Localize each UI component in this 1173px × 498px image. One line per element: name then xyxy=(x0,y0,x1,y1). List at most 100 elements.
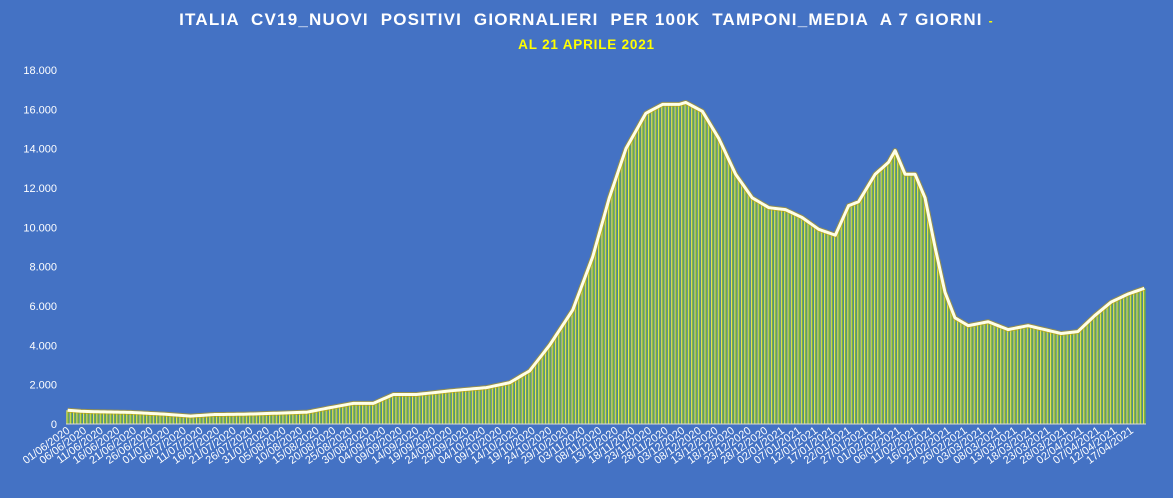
bar xyxy=(245,414,249,424)
bar-highlight xyxy=(471,388,473,424)
bar-highlight xyxy=(644,113,646,425)
bar-highlight xyxy=(966,325,968,424)
bar-highlight xyxy=(235,414,237,424)
bar xyxy=(717,138,721,424)
bar-highlight xyxy=(318,409,320,424)
bar xyxy=(1083,325,1086,424)
bar-highlight xyxy=(322,408,324,424)
bar-highlight xyxy=(541,353,543,424)
bar-highlight xyxy=(873,174,875,424)
bar-highlight xyxy=(508,382,510,424)
bar xyxy=(305,412,309,424)
bar-highlight xyxy=(279,413,281,424)
bar xyxy=(937,262,940,424)
bar-highlight xyxy=(382,398,384,424)
bar-highlight xyxy=(269,413,271,424)
bar-highlight xyxy=(1106,304,1108,424)
bar-highlight xyxy=(411,394,414,424)
bar xyxy=(169,414,172,424)
bar xyxy=(903,174,907,424)
bar-highlight xyxy=(641,119,643,425)
bar-highlight xyxy=(1046,330,1048,424)
bar-highlight xyxy=(245,414,247,424)
bar xyxy=(727,160,731,424)
bar-highlight xyxy=(342,405,344,424)
bar-highlight xyxy=(491,386,493,424)
bar-highlight xyxy=(76,410,78,424)
bar xyxy=(800,217,804,424)
bar-highlight xyxy=(152,413,154,424)
bar-highlight xyxy=(1139,289,1141,424)
bar xyxy=(664,104,668,425)
bar xyxy=(289,412,292,424)
bar-highlight xyxy=(624,148,626,425)
bar-highlight xyxy=(986,321,988,424)
bar-highlight xyxy=(581,283,583,424)
bar-highlight xyxy=(787,211,789,424)
bar xyxy=(259,413,262,424)
bar-highlight xyxy=(820,230,822,424)
bar xyxy=(498,384,501,424)
bar-highlight xyxy=(458,389,460,424)
bar xyxy=(920,189,923,424)
chart-title-suffix: - xyxy=(988,14,994,28)
bar xyxy=(704,116,707,424)
bar-highlight xyxy=(182,415,184,424)
bar-highlight xyxy=(887,162,889,424)
bar-highlight xyxy=(920,189,922,424)
bar-highlight xyxy=(365,403,367,424)
bar-highlight xyxy=(528,370,530,424)
bar xyxy=(159,413,162,424)
bar-highlight xyxy=(1066,332,1068,424)
bar xyxy=(461,389,465,424)
bar xyxy=(99,411,103,424)
bar xyxy=(1030,326,1033,424)
bar xyxy=(657,106,661,424)
bar-highlight xyxy=(750,197,752,424)
bar-highlight xyxy=(780,209,782,424)
bar xyxy=(1050,331,1053,424)
bar xyxy=(1053,331,1056,424)
bar xyxy=(837,227,840,424)
bar xyxy=(830,234,834,424)
bar xyxy=(129,412,133,424)
bar-highlight xyxy=(265,413,267,424)
bar-highlight xyxy=(794,214,796,424)
bar xyxy=(269,413,272,424)
y-tick-label: 14.000 xyxy=(23,144,57,156)
bar xyxy=(996,325,1000,424)
y-tick-label: 0 xyxy=(51,419,57,431)
bar-highlight xyxy=(983,322,985,424)
bar-highlight xyxy=(903,174,905,424)
bar-highlight xyxy=(172,414,174,424)
bar xyxy=(853,203,857,424)
bar xyxy=(910,174,914,424)
bar xyxy=(212,414,216,424)
bar-highlight xyxy=(481,387,483,424)
bar xyxy=(392,394,395,424)
bar-highlight xyxy=(225,414,227,424)
bar xyxy=(907,174,910,424)
bar xyxy=(1000,326,1003,424)
bar-highlight xyxy=(1089,318,1091,424)
bar-highlight xyxy=(538,358,540,424)
bar xyxy=(318,409,322,424)
bar xyxy=(681,103,684,425)
bar-highlight xyxy=(544,349,546,424)
bar-highlight xyxy=(608,197,610,424)
bar xyxy=(156,413,159,424)
bar-highlight xyxy=(1133,291,1135,424)
bar xyxy=(385,397,388,424)
bar-highlight xyxy=(850,204,852,424)
bar-highlight xyxy=(358,403,360,424)
bar-highlight xyxy=(378,400,380,424)
bar-highlight xyxy=(242,414,244,424)
bar xyxy=(548,345,551,424)
bar-highlight xyxy=(285,412,287,424)
bar xyxy=(990,323,993,424)
bar-highlight xyxy=(578,292,580,424)
bar-highlight xyxy=(701,111,703,425)
bar-highlight xyxy=(667,104,669,425)
bar xyxy=(465,389,468,424)
bar xyxy=(641,119,644,425)
